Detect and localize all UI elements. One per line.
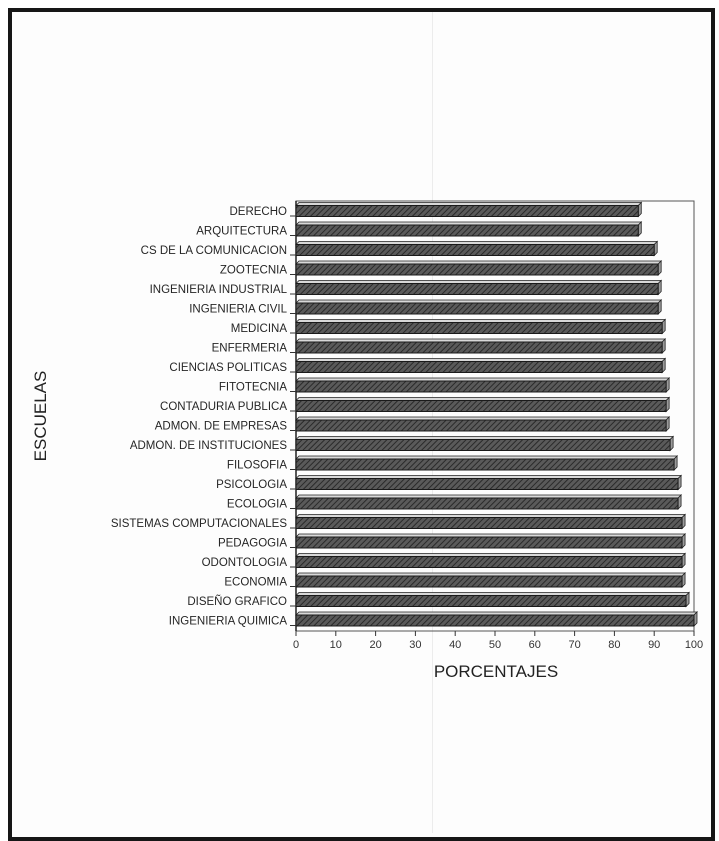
bar <box>295 474 683 491</box>
bar <box>295 377 671 393</box>
bar-front-face <box>295 478 679 490</box>
x-tick-label: 10 <box>330 639 342 651</box>
bar-front-face <box>295 439 671 451</box>
x-tick-label: 60 <box>529 639 541 651</box>
category-label: ZOOTECNIA <box>220 265 287 277</box>
category-label: ECONOMIA <box>224 577 287 589</box>
x-tick-label: 80 <box>608 639 620 651</box>
x-tick-label: 0 <box>293 639 299 651</box>
category-label: INGENIERIA CIVIL <box>189 304 287 316</box>
bar-front-face <box>295 556 683 568</box>
category-label: ECOLOGIA <box>227 499 287 511</box>
bar <box>295 572 687 588</box>
bar <box>295 611 698 627</box>
bar-front-face <box>295 263 659 276</box>
bar <box>295 552 687 569</box>
bar <box>295 221 643 237</box>
bar-front-face <box>295 224 639 237</box>
bar-front-face <box>295 536 683 549</box>
category-label: DISEÑO GRAFICO <box>187 595 287 608</box>
category-label: ENFERMERIA <box>212 343 288 355</box>
bar-front-face <box>295 341 663 354</box>
category-label: MEDICINA <box>231 323 288 335</box>
category-label: PEDAGOGIA <box>218 538 287 550</box>
x-tick-label: 70 <box>568 639 580 651</box>
bar-front-face <box>295 380 667 393</box>
x-tick-label: 90 <box>648 639 660 651</box>
bar <box>295 396 671 413</box>
category-label: ODONTOLOGIA <box>202 557 288 569</box>
bar <box>295 338 667 354</box>
bar-front-face <box>295 614 695 627</box>
bar-front-face <box>295 497 679 510</box>
x-tick-label: 100 <box>685 639 703 651</box>
bar <box>295 416 671 432</box>
x-tick-label: 40 <box>449 639 461 651</box>
bar <box>295 279 663 296</box>
x-tick-label: 50 <box>489 639 501 651</box>
category-label: ADMON. DE INSTITUCIONES <box>130 440 288 452</box>
bars-group <box>295 201 698 627</box>
category-label: PSICOLOGIA <box>216 479 287 491</box>
bar-front-face <box>295 458 675 471</box>
bar <box>295 240 659 257</box>
category-label: CONTADURIA PUBLICA <box>160 401 287 413</box>
category-label: CIENCIAS POLITICAS <box>169 362 287 374</box>
bar <box>295 299 663 315</box>
bar <box>295 455 679 471</box>
category-label: ARQUITECTURA <box>196 226 287 238</box>
category-label: DERECHO <box>229 206 287 218</box>
bar-front-face <box>295 575 683 588</box>
bar <box>295 357 667 374</box>
bar <box>295 533 687 549</box>
bar-front-face <box>295 244 655 256</box>
bar <box>295 318 667 335</box>
bar <box>295 494 683 510</box>
category-label: FILOSOFIA <box>227 460 287 472</box>
y-axis-label: ESCUELAS <box>31 371 50 462</box>
bar-front-face <box>295 322 663 334</box>
x-axis: 0 10 20 30 40 50 60 70 80 90 100 <box>293 631 703 651</box>
bar <box>295 201 643 218</box>
category-label: CS DE LA COMUNICACION <box>141 245 287 257</box>
category-label: FITOTECNIA <box>219 382 287 394</box>
category-label: ADMON. DE EMPRESAS <box>155 421 288 433</box>
bar-front-face <box>295 595 687 607</box>
bar-front-face <box>295 517 683 529</box>
bar-front-face <box>295 283 659 295</box>
bar <box>295 591 691 608</box>
bar <box>295 260 663 276</box>
category-labels: DERECHO ARQUITECTURA CS DE LA COMUNICACION… <box>111 206 296 628</box>
bar <box>295 513 687 530</box>
x-tick-label: 30 <box>409 639 421 651</box>
category-label: INGENIERIA INDUSTRIAL <box>150 284 288 296</box>
bar-front-face <box>295 361 663 373</box>
x-axis-label: PORCENTAJES <box>434 662 558 681</box>
bar-front-face <box>295 400 667 412</box>
category-label: INGENIERIA QUIMICA <box>169 616 288 628</box>
x-tick-label: 20 <box>369 639 381 651</box>
bar <box>295 435 675 452</box>
bar-front-face <box>295 205 639 217</box>
category-label: SISTEMAS COMPUTACIONALES <box>111 518 287 530</box>
bar-front-face <box>295 419 667 432</box>
bar-front-face <box>295 302 659 315</box>
